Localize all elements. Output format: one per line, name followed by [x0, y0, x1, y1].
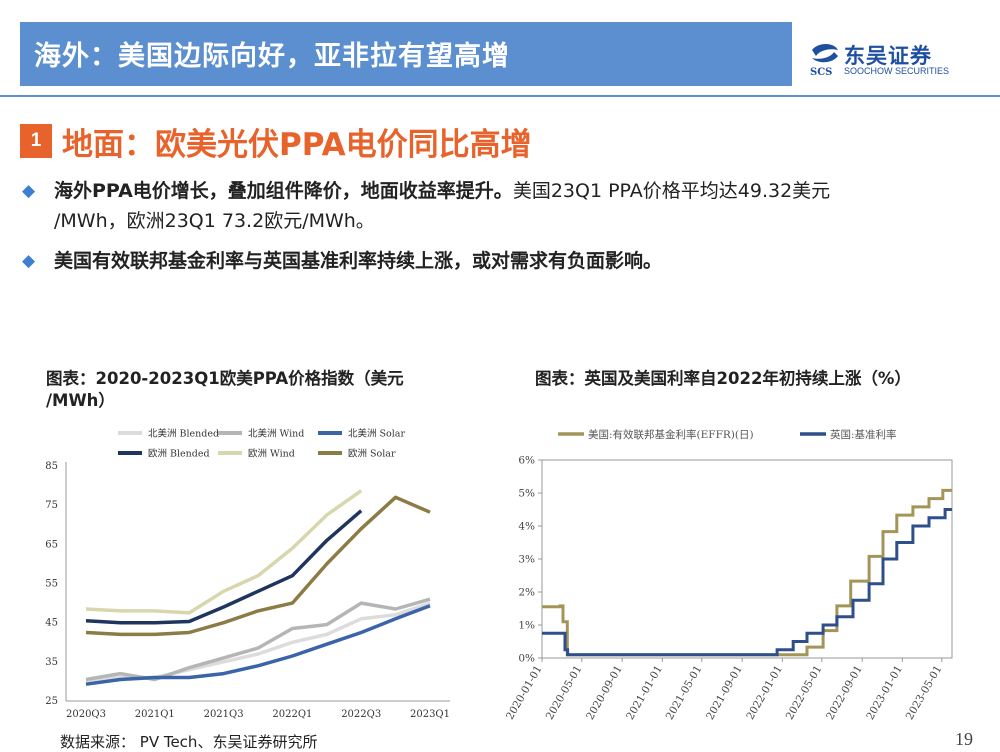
- data-source: 数据来源： PV Tech、东吴证券研究所: [60, 733, 318, 751]
- rate-line-us-effr: [542, 488, 952, 657]
- y-tick-label: 5%: [518, 488, 535, 500]
- diamond-bullet-icon: ◆: [22, 181, 36, 201]
- y-tick-label: 6%: [518, 455, 535, 467]
- company-logo: SCS 东吴证券 SOOCHOW SECURITIES: [808, 40, 958, 82]
- legend-label: 北美洲 Solar: [348, 428, 405, 440]
- y-tick-label: 45: [45, 618, 58, 629]
- x-tick-label: 2022Q1: [272, 709, 312, 720]
- x-tick-label: 2022-05-01: [784, 664, 825, 722]
- y-tick-label: 75: [45, 500, 58, 511]
- bullet-1-rest: 美国23Q1 PPA价格平均达49.32美元: [512, 180, 831, 202]
- x-tick-label: 2022Q3: [341, 709, 381, 720]
- section-number-badge: 1: [20, 124, 52, 158]
- page-title: 海外：美国边际向好，亚非拉有望高增: [34, 41, 510, 72]
- x-tick-label: 2021-05-01: [664, 664, 705, 722]
- series-line-4: [85, 489, 363, 615]
- section-title: 地面：欧美光伏PPA电价同比高增: [62, 127, 532, 163]
- chart1-title-line1: 图表：2020-2023Q1欧美PPA价格指数（美元: [46, 369, 404, 388]
- x-tick-label: 2020-01-01: [504, 664, 545, 722]
- legend-label: 英国:基准利率: [830, 428, 897, 441]
- bullet-1-bold: 海外PPA电价增长，叠加组件降价，地面收益率提升。: [54, 180, 513, 202]
- legend-label: 欧洲 Wind: [248, 448, 295, 460]
- header-divider: [0, 95, 1000, 97]
- chart2-title: 图表：英国及美国利率自2022年初持续上涨（%）: [535, 369, 911, 388]
- y-tick-label: 0%: [518, 653, 535, 665]
- legend-label: 欧洲 Solar: [348, 448, 396, 460]
- x-tick-label: 2020Q3: [66, 709, 106, 720]
- x-tick-label: 2021Q1: [135, 709, 175, 720]
- rate-line-uk-base: [542, 508, 952, 657]
- series-line-2: [85, 604, 431, 686]
- x-tick-label: 2023Q1: [410, 709, 450, 720]
- bullet-1-line2: /MWh，欧洲23Q1 73.2欧元/MWh。: [54, 210, 375, 232]
- x-tick-label: 2022-09-01: [824, 664, 865, 722]
- legend-label: 欧洲 Blended: [148, 448, 210, 460]
- x-tick-label: 2022-01-01: [744, 664, 785, 722]
- bullet-2-text: 美国有效联邦基金利率与英国基准利率持续上涨，或对需求有负面影响。: [54, 250, 663, 272]
- y-tick-label: 65: [45, 539, 58, 550]
- x-tick-label: 2023-05-01: [904, 664, 945, 722]
- y-tick-label: 3%: [518, 554, 535, 566]
- legend-label: 北美洲 Blended: [148, 428, 219, 440]
- y-tick-label: 35: [45, 657, 58, 668]
- ppa-price-chart: 25 35 45 55 65 75 85 2020Q3 2021Q1 2021Q3 2022Q1 20…: [45, 428, 450, 721]
- logo-text-en: SOOCHOW SECURITIES: [844, 66, 950, 76]
- x-tick-label: 2020-09-01: [584, 664, 625, 722]
- diamond-bullet-icon: ◆: [22, 251, 36, 271]
- series-line-0: [85, 601, 431, 684]
- series-line-3: [85, 509, 363, 625]
- x-tick-label: 2021-01-01: [624, 664, 665, 722]
- interest-rate-chart: 0% 1% 2% 3% 4% 5% 6% 2020-01-01 2020-05-01 2020-0…: [504, 428, 953, 722]
- legend-label: 美国:有效联邦基金利率(EFFR)(日): [588, 428, 754, 441]
- y-tick-label: 1%: [518, 620, 535, 632]
- x-tick-label: 2021Q3: [204, 709, 244, 720]
- x-tick-label: 2023-01-01: [864, 664, 905, 722]
- page-number: 19: [955, 729, 973, 749]
- bullet-1-text: 海外PPA电价增长，叠加组件降价，地面收益率提升。美国23Q1 PPA价格平均达…: [54, 176, 830, 206]
- x-tick-label: 2021-09-01: [704, 664, 745, 722]
- y-tick-label: 55: [45, 579, 58, 590]
- chart1-title-line2: /MWh）: [46, 391, 115, 410]
- legend-label: 北美洲 Wind: [248, 428, 304, 440]
- header-bar: [20, 22, 792, 86]
- y-tick-label: 85: [45, 461, 58, 472]
- x-tick-label: 2020-05-01: [544, 664, 585, 722]
- soochow-logo-icon: SCS: [810, 44, 838, 78]
- y-tick-label: 25: [45, 696, 58, 707]
- y-tick-label: 2%: [518, 587, 535, 599]
- series-line-5: [85, 495, 431, 637]
- logo-icon-text: SCS: [810, 67, 832, 78]
- logo-text-cn: 东吴证券: [844, 44, 932, 68]
- y-tick-label: 4%: [518, 521, 535, 533]
